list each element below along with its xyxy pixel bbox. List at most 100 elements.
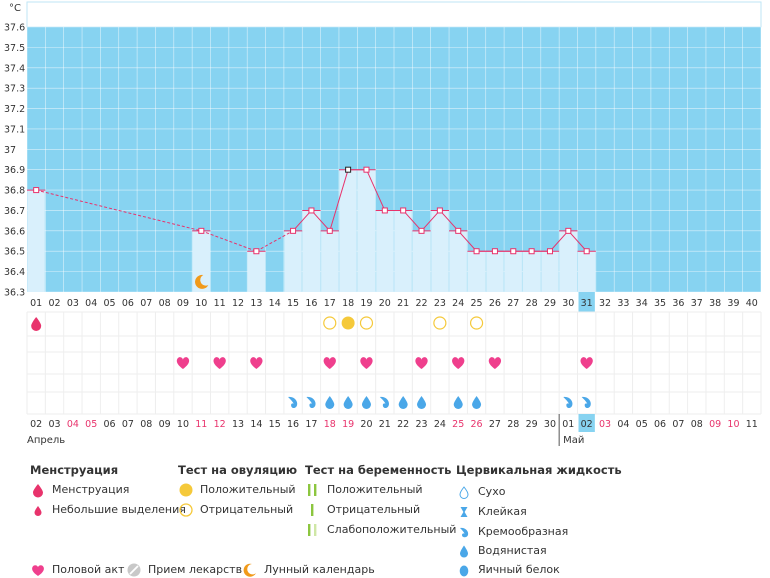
cycle-day-label: 30 <box>562 298 574 309</box>
temperature-column <box>467 251 486 292</box>
highlighted-day-bg <box>578 292 595 312</box>
temperature-column <box>376 210 394 292</box>
temperature-point <box>290 227 297 234</box>
temperature-point <box>363 166 370 173</box>
heart-icon <box>580 357 593 369</box>
heart-icon <box>360 357 373 369</box>
watery-drop-icon <box>472 396 482 410</box>
cycle-day-label: 37 <box>691 298 703 309</box>
y-tick-label: 36.7 <box>4 206 25 217</box>
temperature-column <box>486 251 504 292</box>
cycle-day-label: 33 <box>617 298 629 309</box>
temperature-column <box>412 230 431 292</box>
calendar-date-label: 21 <box>379 419 391 430</box>
calendar-date-label: 22 <box>397 419 409 430</box>
heart-icon <box>213 357 226 369</box>
month-label: Май <box>563 435 584 446</box>
cycle-day-label: 02 <box>48 298 60 309</box>
calendar-date-label: 06 <box>654 419 666 430</box>
temperature-column <box>578 251 596 292</box>
temperature-line-segment <box>402 210 422 232</box>
legend-label: Кремообразная <box>478 525 569 538</box>
temperature-point <box>546 248 553 255</box>
small-drop-red-icon <box>34 506 42 516</box>
calendar-date-label: 20 <box>360 419 372 430</box>
temperature-column <box>247 251 266 292</box>
cycle-day-label: 34 <box>636 298 648 309</box>
calendar-date-label: 15 <box>269 419 281 430</box>
temperature-column <box>27 190 45 292</box>
calendar-date-label: 23 <box>415 419 427 430</box>
calendar-date-label: 02 <box>30 419 42 430</box>
legend-label: Лунный календарь <box>264 563 375 576</box>
legend-menstruation-title: Менструация <box>30 463 119 477</box>
drop-red-icon <box>33 484 43 498</box>
creamy-drop-icon <box>306 396 316 408</box>
egg-drop-icon <box>459 565 469 577</box>
creamy-drop-icon <box>288 396 298 408</box>
temperature-point <box>565 227 572 234</box>
cycle-day-label: 22 <box>415 298 427 309</box>
heart-icon <box>32 565 44 576</box>
cycle-day-label: 39 <box>727 298 739 309</box>
watery-drop-icon <box>361 396 371 410</box>
circle-filled-yellow-icon <box>179 483 193 497</box>
temperature-point <box>418 227 425 234</box>
legend-label: Отрицательный <box>200 503 294 516</box>
temperature-point <box>253 248 260 255</box>
calendar-date-label: 18 <box>324 419 336 430</box>
y-tick-label: 36.6 <box>4 226 25 237</box>
legend-pregnancy-title: Тест на беременность <box>305 463 452 477</box>
legend-label: Клейкая <box>478 505 527 518</box>
y-tick-label: 37.4 <box>4 63 25 74</box>
temperature-point <box>33 187 40 194</box>
legend-label: Водянистая <box>478 544 547 557</box>
ovulation-negative-icon <box>323 316 337 330</box>
cycle-day-label: 21 <box>397 298 409 309</box>
calendar-date-label: 26 <box>471 419 483 430</box>
calendar-date-label: 13 <box>232 419 244 430</box>
temperature-column <box>504 251 522 292</box>
ovulation-negative-icon <box>433 316 447 330</box>
cycle-day-label: 10 <box>195 298 207 309</box>
drop-blue-icon <box>460 545 468 558</box>
heart-icon <box>323 357 336 369</box>
temperature-line-segment <box>292 210 312 232</box>
temperature-point <box>345 166 352 173</box>
creamy-drop-icon <box>563 396 573 408</box>
y-unit-label: °C <box>9 3 21 14</box>
legend-cervical-title: Цервикальная жидкость <box>456 463 622 477</box>
calendar-date-label: 24 <box>434 419 446 430</box>
calendar-date-label: 17 <box>305 419 317 430</box>
temperature-line-segment <box>457 230 477 252</box>
heart-icon <box>250 357 263 369</box>
temperature-point <box>491 248 498 255</box>
temperature-column <box>559 230 577 292</box>
temperature-column <box>339 169 357 292</box>
cycle-day-label: 40 <box>746 298 758 309</box>
watery-drop-icon <box>343 396 353 410</box>
cycle-day-label: 29 <box>544 298 556 309</box>
calendar-date-label: 05 <box>636 419 648 430</box>
watery-drop-icon <box>453 396 463 410</box>
moon-icon <box>195 274 209 289</box>
temperature-point <box>308 207 315 214</box>
y-tick-label: 37.5 <box>4 43 25 54</box>
watery-drop-icon <box>325 396 335 410</box>
cycle-day-label: 38 <box>709 298 721 309</box>
calendar-date-label: 10 <box>727 419 739 430</box>
cycle-day-label: 14 <box>269 298 281 309</box>
calendar-date-label: 28 <box>507 419 519 430</box>
calendar-date-label: 05 <box>85 419 97 430</box>
pill-icon <box>127 563 141 577</box>
calendar-date-label: 12 <box>214 419 226 430</box>
double-bar-green-icon <box>308 484 317 496</box>
cycle-day-label: 32 <box>599 298 611 309</box>
menstruation-drop-icon <box>31 317 42 331</box>
cycle-day-label: 03 <box>67 298 79 309</box>
temperature-point <box>436 207 443 214</box>
ovulation-positive-icon <box>341 316 355 330</box>
calendar-date-label: 08 <box>140 419 152 430</box>
temperature-column <box>357 169 376 292</box>
plot-header <box>26 1 762 28</box>
